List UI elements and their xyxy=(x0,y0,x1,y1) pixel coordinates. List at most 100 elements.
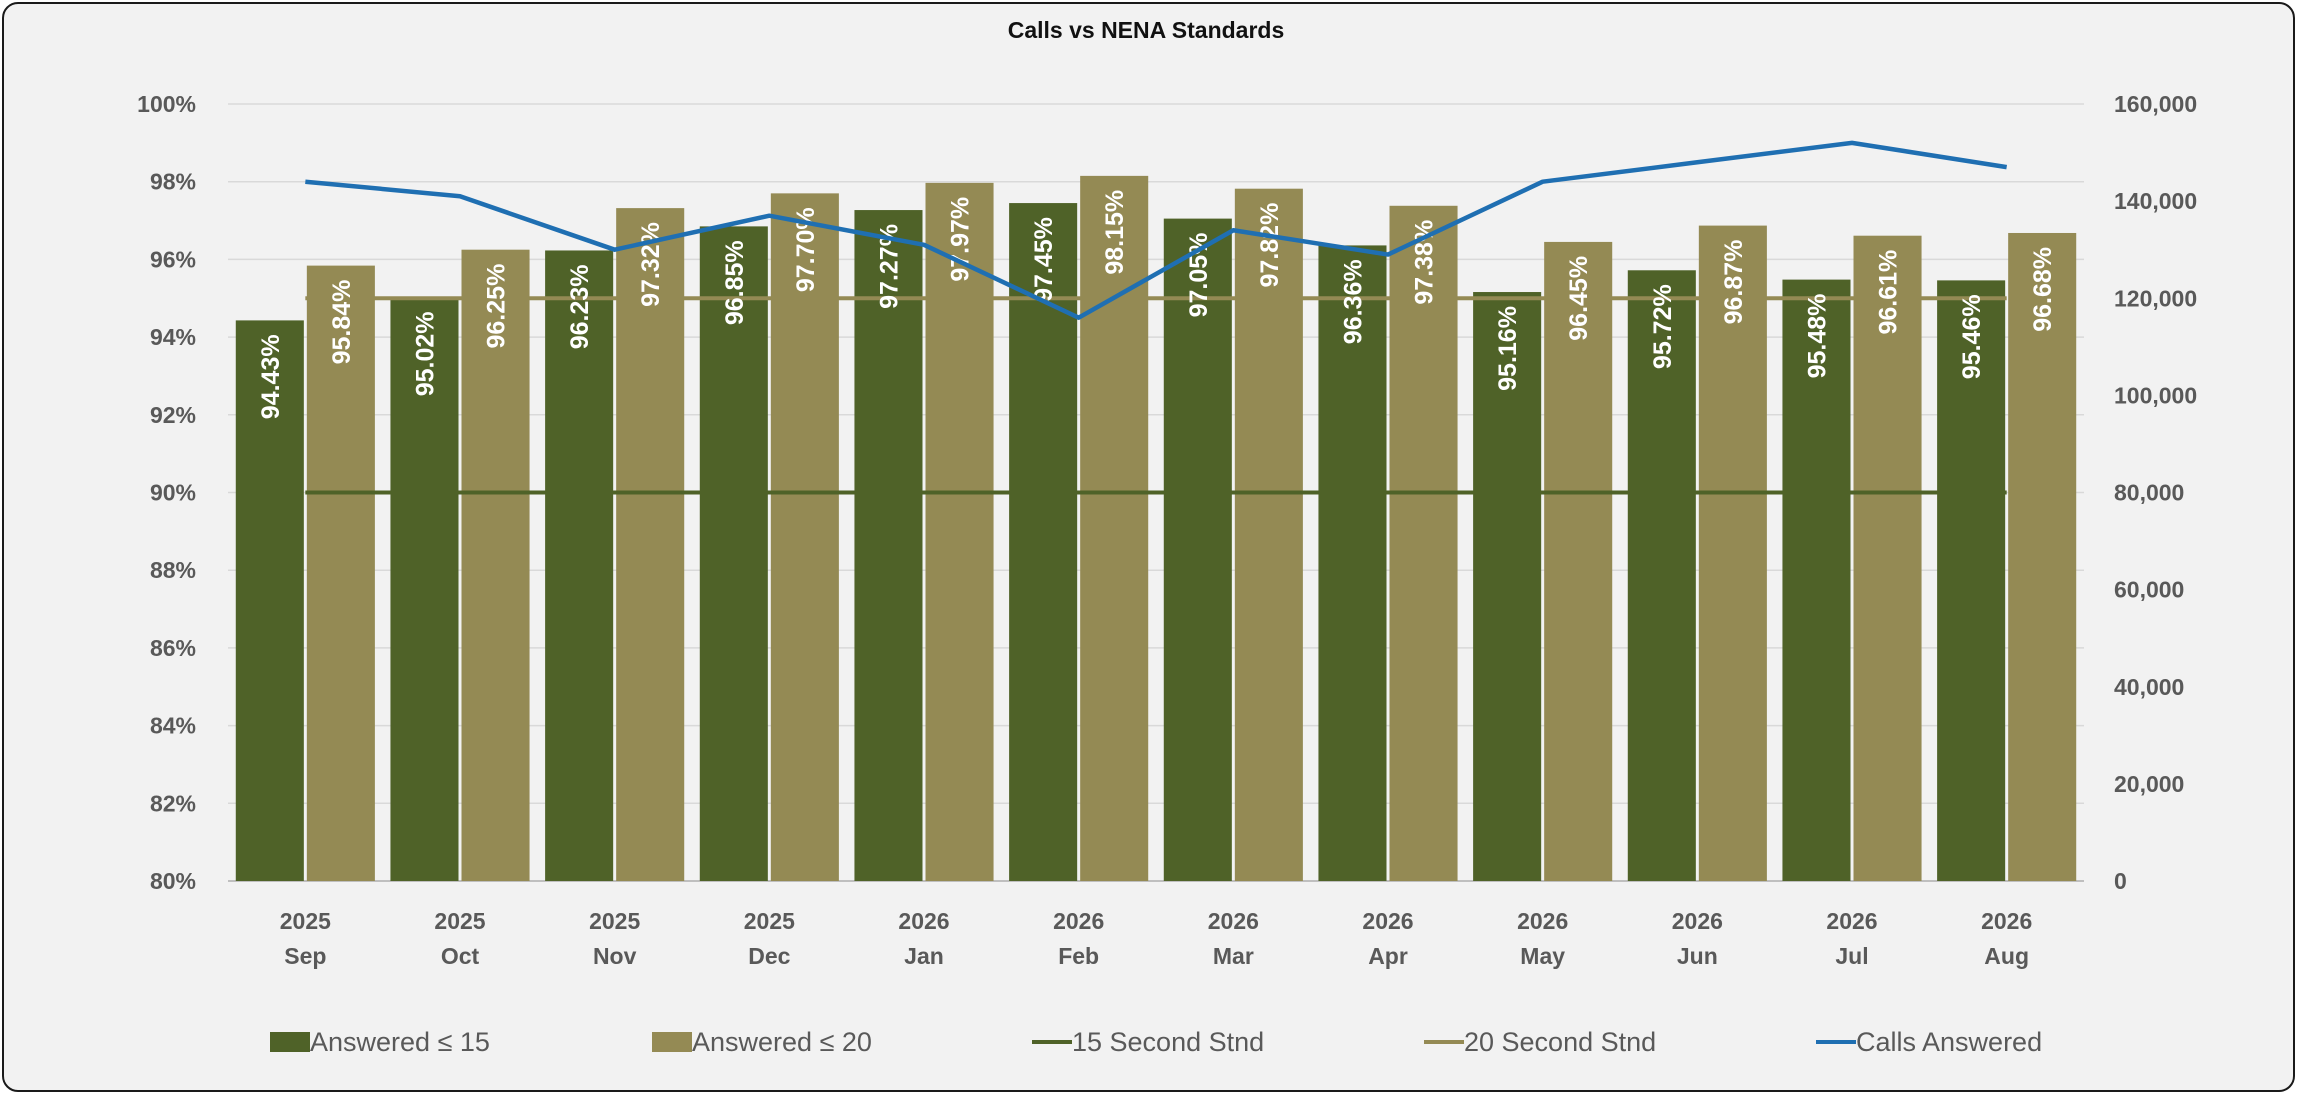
bar-data-label: 95.72% xyxy=(1649,284,1677,369)
x-tick-year: 2026 xyxy=(1208,908,1259,934)
y-left-tick-label: 90% xyxy=(150,480,196,506)
x-tick-month: Mar xyxy=(1213,943,1254,969)
bar-answered-20 xyxy=(925,182,994,882)
legend-label: Calls Answered xyxy=(1856,1027,2042,1057)
bar-data-label: 96.87% xyxy=(1720,240,1748,325)
x-tick-year: 2026 xyxy=(898,908,949,934)
y-left-tick-label: 82% xyxy=(150,790,196,816)
bar-answered-20 xyxy=(461,249,530,881)
bar-data-label: 96.61% xyxy=(1875,250,1903,335)
y-right-tick-label: 160,000 xyxy=(2114,91,2197,117)
x-tick-month: Jun xyxy=(1677,943,1718,969)
bar-answered-15 xyxy=(699,226,768,881)
bar-data-label: 95.84% xyxy=(328,280,356,365)
x-tick-month: Jan xyxy=(904,943,944,969)
bar-answered-15 xyxy=(1318,245,1387,881)
line-calls-answered xyxy=(305,140,2008,320)
legend-label: Answered ≤ 20 xyxy=(692,1027,872,1057)
y-left-tick-label: 100% xyxy=(137,91,196,117)
x-tick-year: 2026 xyxy=(1826,908,1877,934)
standard-lines-layer xyxy=(305,296,2007,495)
bar-answered-15 xyxy=(1937,280,2006,881)
bar-answered-20 xyxy=(2008,232,2077,881)
bar-answered-20 xyxy=(1853,235,1922,881)
bar-data-label: 98.15% xyxy=(1101,190,1129,275)
y-left-tick-label: 92% xyxy=(150,402,196,428)
y-left-tick-label: 80% xyxy=(150,868,196,894)
bar-answered-20 xyxy=(770,193,839,882)
x-tick-year: 2025 xyxy=(744,908,795,934)
bar-data-label: 96.23% xyxy=(566,264,594,349)
y-right-tick-label: 0 xyxy=(2114,868,2127,894)
y-right-tick-label: 20,000 xyxy=(2114,771,2184,797)
bar-answered-20 xyxy=(1698,225,1767,882)
x-tick-month: Oct xyxy=(441,943,480,969)
y-right-tick-label: 140,000 xyxy=(2114,188,2197,214)
bar-data-label: 95.16% xyxy=(1494,306,1522,391)
x-tick-month: Aug xyxy=(1984,943,2029,969)
legend: Answered ≤ 15 Answered ≤ 20 15 Second Stnd… xyxy=(270,1027,2042,1057)
x-tick-year: 2026 xyxy=(1053,908,1104,934)
bars-layer xyxy=(235,175,2077,882)
y-right-tick-label: 120,000 xyxy=(2114,285,2197,311)
x-tick-month: Nov xyxy=(593,943,637,969)
bar-answered-15 xyxy=(1627,270,1696,881)
y-left-tick-label: 96% xyxy=(150,246,196,272)
x-tick-month: May xyxy=(1520,943,1565,969)
y-right-tick-label: 100,000 xyxy=(2114,382,2197,408)
bar-answered-15 xyxy=(545,250,614,882)
x-tick-year: 2025 xyxy=(434,908,485,934)
bar-answered-20 xyxy=(1544,241,1613,882)
x-tick-month: Feb xyxy=(1058,943,1099,969)
bar-answered-20 xyxy=(306,265,375,882)
bar-answered-20 xyxy=(616,208,685,882)
bar-data-label: 97.82% xyxy=(1256,203,1284,288)
bar-data-label: 94.43% xyxy=(257,334,285,419)
x-tick-year: 2026 xyxy=(1672,908,1723,934)
bar-data-label: 95.02% xyxy=(411,311,439,396)
y-left-tick-label: 98% xyxy=(150,169,196,195)
x-tick-month: Dec xyxy=(748,943,790,969)
bar-answered-15 xyxy=(1009,203,1078,881)
legend-label: 20 Second Stnd xyxy=(1464,1027,1656,1057)
bar-answered-20 xyxy=(1389,205,1458,882)
legend-label: 15 Second Stnd xyxy=(1072,1027,1264,1057)
calls-line-layer xyxy=(305,140,2008,320)
x-tick-month: Apr xyxy=(1368,943,1408,969)
bar-data-label: 96.25% xyxy=(483,264,511,349)
bar-answered-15 xyxy=(1473,292,1542,881)
y-right-tick-label: 80,000 xyxy=(2114,480,2184,506)
x-tick-year: 2026 xyxy=(1362,908,1413,934)
bar-data-label: 95.48% xyxy=(1803,294,1831,379)
x-axis: 2025 Sep 2025 Oct 2025 Nov 2025 Dec 2026 Jan 2026 F… xyxy=(280,908,2033,969)
chart: Calls vs NENA Standards 94.43% 95.02% 96.2… xyxy=(137,17,2197,1057)
y-axis-right: 0 20,000 40,000 60,000 80,000 100,000 120,000 1… xyxy=(2114,91,2197,894)
bar-labels-layer: 94.43% 95.02%96.23% 96.85% 97.27% 97.45% 97.0… xyxy=(257,190,2057,419)
x-tick-month: Sep xyxy=(284,943,326,969)
bar-answered-20 xyxy=(1234,188,1303,881)
x-tick-year: 2025 xyxy=(589,908,640,934)
bar-data-label: 95.46% xyxy=(1958,294,1986,379)
y-left-tick-label: 84% xyxy=(150,713,196,739)
bar-data-label: 96.68% xyxy=(2029,247,2057,332)
x-tick-year: 2025 xyxy=(280,908,331,934)
bar-answered-15 xyxy=(854,210,923,882)
legend-swatch xyxy=(270,1032,310,1052)
y-left-tick-label: 94% xyxy=(150,324,196,350)
bar-answered-20 xyxy=(1080,175,1149,881)
bar-answered-15 xyxy=(1782,279,1851,881)
bar-data-label: 96.45% xyxy=(1565,256,1593,341)
bar-answered-15 xyxy=(1163,218,1232,882)
chart-title: Calls vs NENA Standards xyxy=(1008,17,1285,43)
bar-data-label: 97.32% xyxy=(637,222,665,307)
bar-data-label: 96.85% xyxy=(721,240,749,325)
y-right-tick-label: 60,000 xyxy=(2114,577,2184,603)
legend-label: Answered ≤ 15 xyxy=(310,1027,490,1057)
x-tick-year: 2026 xyxy=(1981,908,2032,934)
legend-swatch xyxy=(652,1032,692,1052)
bar-answered-15 xyxy=(390,297,459,881)
bar-answered-15 xyxy=(235,320,304,881)
bar-data-label: 96.36% xyxy=(1339,259,1367,344)
x-tick-month: Jul xyxy=(1835,943,1868,969)
